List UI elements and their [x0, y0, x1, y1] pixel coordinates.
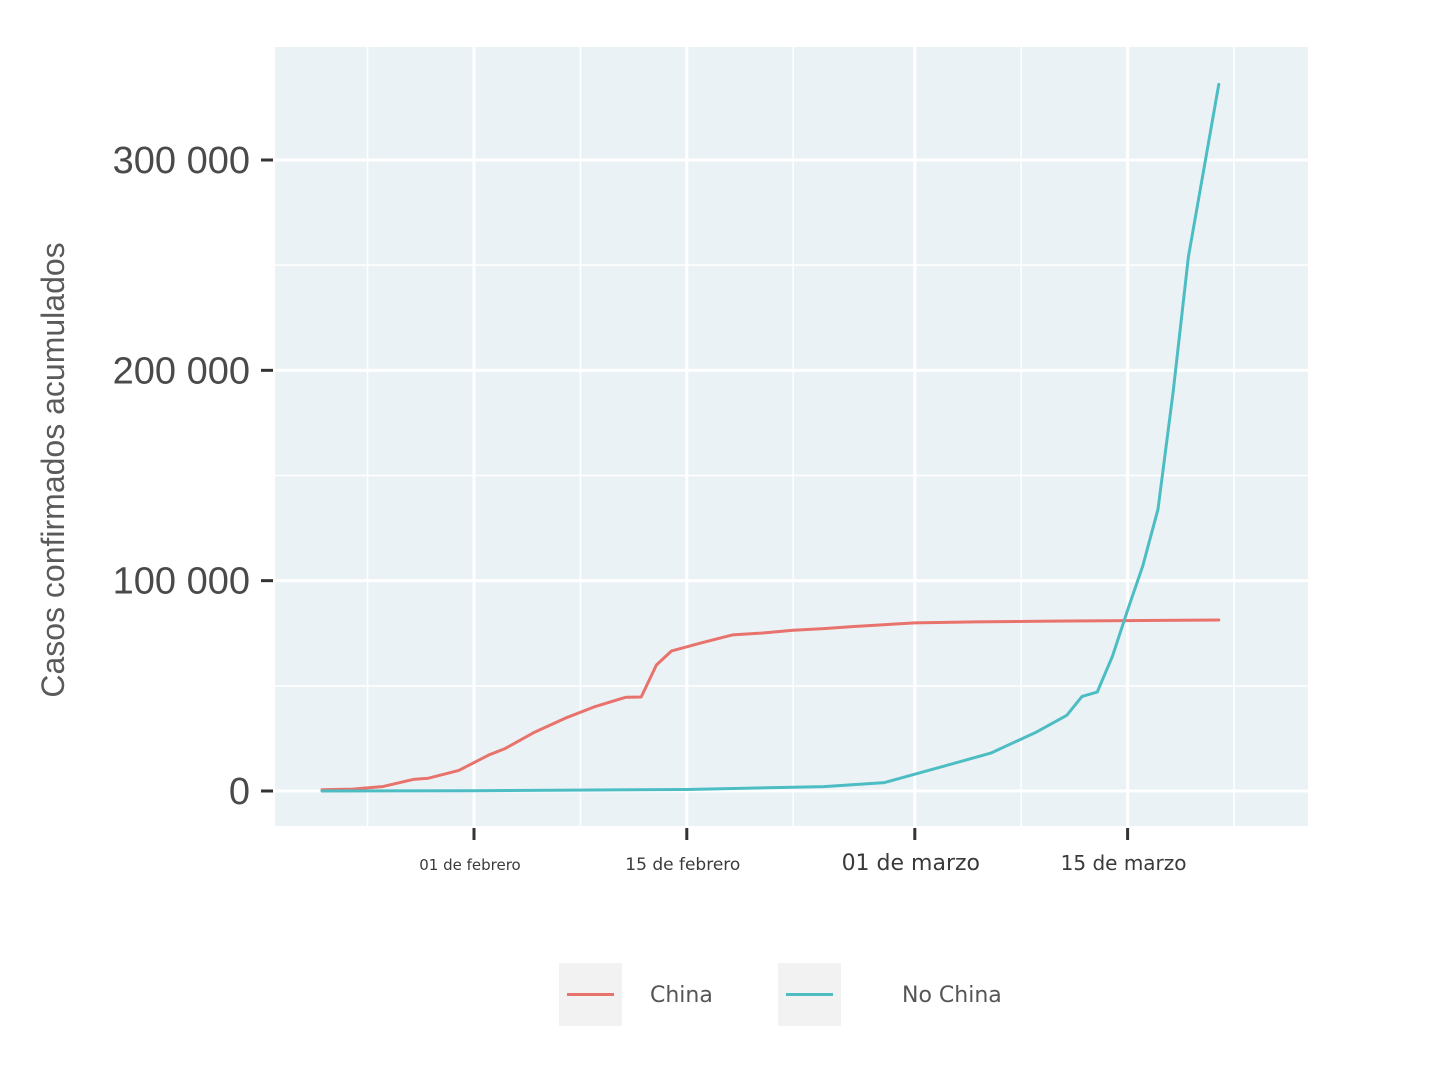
y-axis-label: Casos confirmados acumulados: [35, 242, 71, 697]
legend-label: No China: [902, 983, 1002, 1008]
x-tick-label: 15 de marzo: [1061, 851, 1187, 875]
series-lines: [320, 82, 1221, 793]
grid-minor: [275, 47, 1308, 826]
plot-panel: [275, 47, 1308, 826]
y-axis: 0 100 000 200 000 300 000: [113, 140, 273, 813]
x-tick-label: 01 de febrero: [419, 856, 520, 874]
y-tick-label: 100 000: [113, 561, 250, 603]
series-line-1: [320, 82, 1221, 793]
legend: China No China: [559, 963, 1002, 1026]
x-axis: 01 de febrero 15 de febrero 01 de marzo 15 …: [419, 828, 1187, 876]
y-tick-label: 0: [229, 771, 250, 813]
grid-major: [275, 47, 1308, 826]
x-tick-label: 15 de febrero: [625, 855, 740, 875]
x-tick-label: 01 de marzo: [842, 851, 980, 876]
series-line-0: [320, 618, 1221, 792]
y-tick-label: 300 000: [113, 140, 250, 182]
legend-label: China: [650, 983, 713, 1008]
y-tick-label: 200 000: [113, 350, 250, 392]
